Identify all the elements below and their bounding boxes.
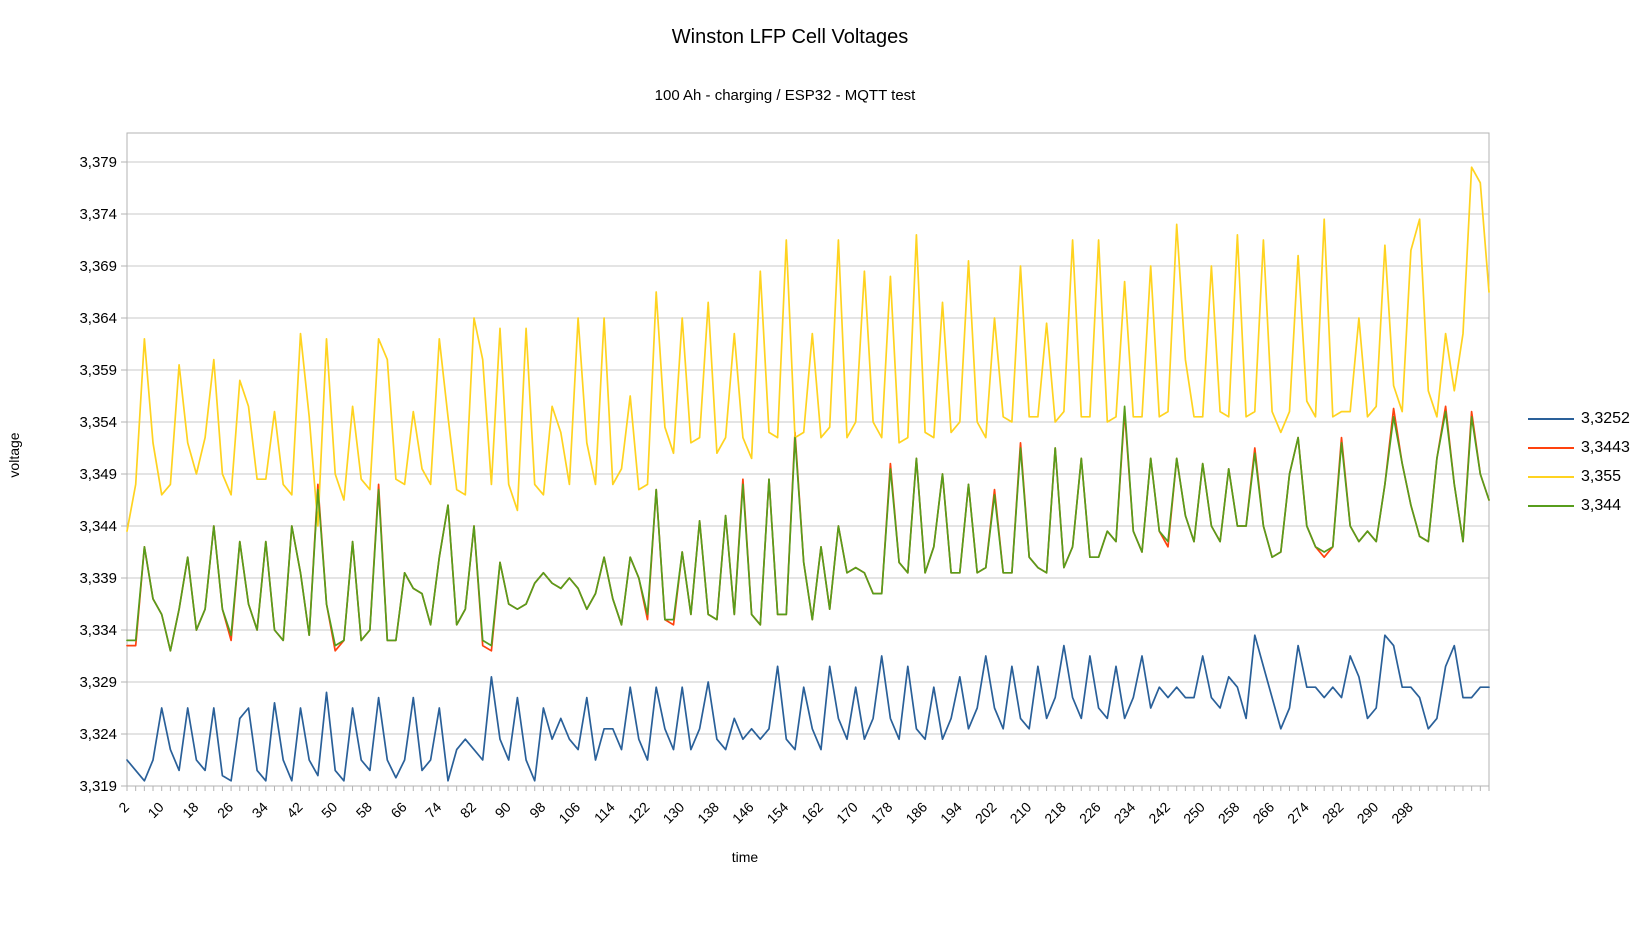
legend-item: 3,3252 [1528, 409, 1630, 429]
x-tick-label: 26 [214, 799, 236, 821]
chart-legend: 3,3252 3,3443 3,355 3,344 [1528, 409, 1630, 516]
x-tick-label: 82 [457, 799, 479, 821]
x-tick-label: 74 [422, 799, 444, 821]
x-tick-label: 50 [318, 799, 340, 821]
x-tick-label: 10 [144, 799, 166, 821]
y-tick-label: 3,364 [79, 310, 117, 327]
x-tick-label: 130 [660, 799, 688, 827]
series-line-3_355 [126, 166, 1490, 533]
x-tick-label: 274 [1284, 799, 1312, 827]
legend-label: 3,3443 [1581, 439, 1630, 456]
x-tick-label: 66 [387, 799, 409, 821]
x-tick-label: 202 [972, 799, 1000, 827]
x-tick-label: 178 [868, 799, 896, 827]
y-tick-label: 3,344 [79, 518, 117, 535]
x-tick-label: 154 [764, 799, 792, 827]
legend-item: 3,355 [1528, 467, 1630, 487]
y-tick-label: 3,354 [79, 414, 117, 431]
legend-label: 3,3252 [1581, 410, 1630, 427]
y-tick-label: 3,359 [79, 362, 117, 379]
y-tick-label: 3,339 [79, 570, 117, 587]
y-tick-label: 3,334 [79, 622, 117, 639]
legend-line-swatch [1528, 505, 1574, 507]
x-tick-label: 290 [1354, 799, 1382, 827]
y-tick-label: 3,324 [79, 726, 117, 743]
x-tick-label: 266 [1249, 799, 1277, 827]
x-axis-title: time [731, 849, 759, 865]
x-tick-label: 2 [115, 799, 132, 816]
x-tick-label: 90 [491, 799, 513, 821]
series-line-3_344 [126, 405, 1490, 652]
legend-line-swatch [1528, 447, 1574, 449]
y-tick-label: 3,374 [79, 206, 117, 223]
x-tick-label: 170 [833, 799, 861, 827]
x-tick-label: 58 [353, 799, 375, 821]
legend-label: 3,344 [1581, 497, 1622, 514]
x-tick-label: 122 [625, 799, 653, 827]
legend-line-swatch [1528, 418, 1574, 420]
legend-item: 3,344 [1528, 496, 1630, 516]
series-line-3_3252 [126, 634, 1490, 782]
x-tick-label: 234 [1111, 799, 1139, 827]
x-tick-label: 34 [249, 799, 271, 821]
legend-label: 3,355 [1581, 468, 1622, 485]
x-tick-label: 250 [1180, 799, 1208, 827]
y-tick-label: 3,329 [79, 674, 117, 691]
y-tick-label: 3,379 [79, 154, 117, 171]
x-tick-label: 210 [1007, 799, 1035, 827]
x-tick-label: 258 [1215, 799, 1243, 827]
chart-title: Winston LFP Cell Voltages [671, 26, 909, 48]
x-tick-label: 18 [179, 799, 201, 821]
y-tick-label: 3,349 [79, 466, 117, 483]
x-tick-label: 162 [798, 799, 826, 827]
y-tick-label: 3,319 [79, 778, 117, 795]
x-tick-label: 138 [694, 799, 722, 827]
x-tick-label: 186 [902, 799, 930, 827]
x-tick-label: 282 [1319, 799, 1347, 827]
x-tick-label: 218 [1041, 799, 1069, 827]
plot-border [126, 132, 1490, 787]
x-tick-label: 146 [729, 799, 757, 827]
x-tick-label: 114 [591, 799, 618, 826]
series-line-3_3443 [126, 405, 1490, 652]
x-tick-label: 42 [283, 799, 305, 821]
x-tick-label: 106 [555, 799, 583, 827]
x-tick-label: 242 [1145, 799, 1173, 827]
x-tick-label: 298 [1388, 799, 1416, 827]
legend-line-swatch [1528, 476, 1574, 478]
chart-subtitle: 100 Ah - charging / ESP32 - MQTT test [654, 87, 916, 104]
x-tick-label: 194 [937, 799, 965, 827]
y-tick-label: 3,369 [79, 258, 117, 275]
legend-item: 3,3443 [1528, 438, 1630, 458]
x-tick-label: 226 [1076, 799, 1104, 827]
x-tick-label: 98 [526, 799, 548, 821]
